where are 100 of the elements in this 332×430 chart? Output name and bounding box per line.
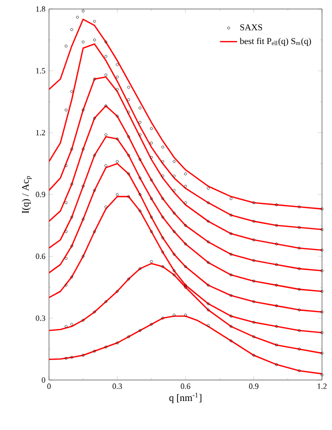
point: [172, 160, 176, 163]
point: [172, 212, 176, 214]
point: [172, 252, 176, 256]
point: [275, 304, 278, 308]
point: [64, 108, 68, 112]
point: [127, 278, 130, 280]
point: [184, 184, 187, 188]
point: [93, 350, 96, 353]
point: [150, 178, 153, 182]
point: [116, 114, 119, 118]
point: [150, 260, 153, 263]
point: [70, 90, 74, 93]
point: [150, 322, 153, 326]
point: [206, 220, 210, 223]
point: [104, 40, 108, 44]
point: [252, 238, 256, 242]
point: [76, 16, 79, 19]
point: [252, 354, 256, 357]
point: [150, 230, 153, 233]
point: [184, 224, 187, 227]
point: [64, 201, 68, 204]
point: [64, 257, 68, 260]
point: [127, 195, 130, 198]
point: [230, 232, 232, 236]
point: [298, 348, 301, 350]
point: [93, 154, 96, 157]
point: [104, 164, 108, 168]
point: [104, 74, 108, 76]
point: [252, 335, 256, 338]
point: [138, 120, 142, 124]
point: [150, 197, 153, 200]
point: [206, 186, 210, 190]
point: [275, 203, 278, 206]
point: [275, 284, 278, 287]
point: [172, 230, 176, 233]
point: [93, 188, 96, 192]
point: [116, 88, 119, 91]
point: [64, 164, 68, 168]
point: [82, 354, 85, 357]
point: [82, 40, 85, 44]
point: [64, 325, 68, 328]
point: [230, 294, 232, 297]
point: [82, 218, 85, 221]
point: [230, 339, 232, 342]
point: [161, 174, 164, 178]
point: [161, 316, 164, 320]
point: [116, 76, 119, 78]
point: [116, 160, 119, 163]
point: [104, 205, 108, 208]
point: [82, 108, 85, 112]
point: [64, 356, 68, 360]
point: [82, 254, 85, 258]
point: [104, 55, 108, 58]
point: [206, 284, 210, 287]
point: [298, 226, 301, 229]
point: [82, 10, 85, 12]
point: [320, 373, 324, 376]
point: [104, 133, 108, 136]
point: [116, 63, 119, 66]
point: [127, 154, 130, 157]
line-series: [49, 18, 322, 210]
point: [104, 346, 108, 348]
point: [298, 267, 301, 270]
point: [184, 286, 187, 289]
point: [252, 320, 256, 324]
point: [252, 259, 256, 262]
point: [161, 197, 164, 200]
point: [275, 224, 278, 227]
point: [298, 369, 301, 372]
point: [252, 220, 256, 223]
point: [138, 193, 142, 196]
point: [172, 314, 176, 316]
point: [172, 188, 176, 192]
point: [116, 137, 119, 140]
point: [93, 230, 96, 233]
point: [64, 284, 68, 287]
point: [184, 172, 187, 176]
point: [138, 176, 142, 180]
point: [93, 310, 96, 314]
point: [298, 308, 301, 312]
point: [70, 148, 74, 151]
point: [172, 269, 176, 272]
point: [320, 228, 324, 231]
legend-label: SAXS: [240, 24, 262, 30]
point: [206, 261, 210, 264]
point: [127, 110, 130, 114]
point: [172, 174, 176, 178]
point: [206, 324, 210, 327]
point: [184, 242, 187, 246]
point: [184, 284, 187, 287]
point: [252, 280, 256, 282]
point: [184, 265, 187, 268]
point: [252, 201, 256, 204]
point: [298, 246, 301, 250]
point: [70, 182, 74, 186]
legend-label: best fit P$_{ell}$(q) S$_{m}$(q): [240, 38, 311, 46]
point: [138, 267, 142, 270]
point: [116, 193, 119, 196]
point: [70, 356, 74, 359]
point: [82, 184, 85, 188]
